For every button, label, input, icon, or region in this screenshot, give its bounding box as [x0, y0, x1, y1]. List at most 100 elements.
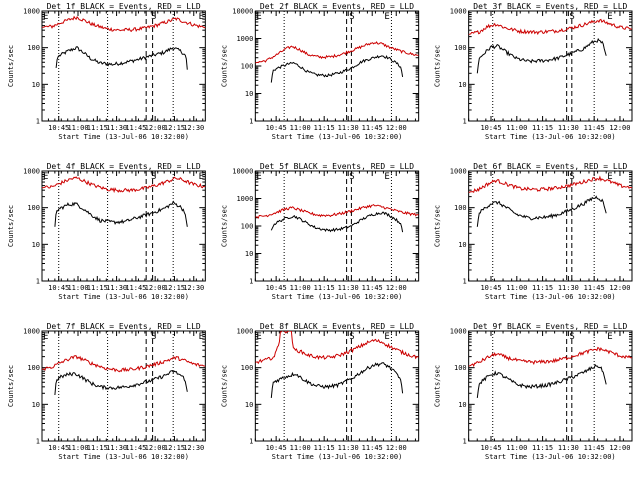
xtick-label: 11:30: [558, 284, 579, 292]
ytick-label: 1: [36, 278, 40, 286]
xtick-label: 10:45: [48, 444, 69, 452]
series-line-events: [476, 363, 607, 398]
ytick-label: 1: [462, 438, 466, 446]
event-marker: S: [569, 12, 574, 22]
plot-frame: [468, 10, 633, 122]
ytick-label: 10: [458, 241, 466, 249]
xtick-label: 11:45: [362, 124, 383, 132]
xtick-label: 11:00: [67, 444, 88, 452]
ytick-label: 1000: [450, 328, 467, 336]
event-marker: E: [256, 332, 261, 342]
event-marker: E: [607, 12, 612, 22]
event-marker: S: [151, 12, 156, 22]
series-line-lld: [255, 41, 419, 64]
ytick-label: 1: [462, 118, 466, 126]
xtick-label: 11:45: [584, 124, 605, 132]
series-line-events: [270, 362, 404, 398]
ytick-label: 100: [454, 364, 467, 372]
ytick-label: 1000: [450, 168, 467, 176]
event-marker: E: [607, 172, 612, 182]
event-marker: S: [349, 12, 354, 22]
series-line-lld: [468, 18, 632, 36]
panel-title: Det 1f BLACK = Events, RED = LLD: [47, 2, 201, 11]
panel-title: Det 4f BLACK = Events, RED = LLD: [47, 162, 201, 171]
event-marker: S: [151, 172, 156, 182]
ytick-label: 100: [27, 204, 40, 212]
xtick-label: 12:00: [386, 444, 407, 452]
event-marker: S: [349, 332, 354, 342]
y-axis-label: Counts/sec: [220, 45, 228, 87]
plot-frame: [254, 10, 420, 122]
y-axis-label: Counts/sec: [220, 365, 228, 407]
ytick-label: 1000: [236, 328, 253, 336]
xtick-label: 11:15: [87, 124, 108, 132]
chart-panel-8: Det 8f BLACK = Events, RED = LLD 1 10 100 10…: [220, 322, 420, 461]
y-axis-label: Counts/sec: [434, 45, 442, 87]
xtick-label: 11:45: [362, 444, 383, 452]
ytick-label: 1000: [450, 8, 467, 16]
xtick-label: 12:00: [145, 124, 166, 132]
x-axis-label: Start Time (13-Jul-06 10:32:00): [58, 453, 189, 461]
xtick-label: 11:30: [106, 284, 127, 292]
xtick-label: 11:45: [584, 284, 605, 292]
xtick-label: 11:00: [506, 444, 527, 452]
series-line-events: [270, 54, 404, 83]
xtick-label: 10:45: [48, 284, 69, 292]
xtick-label: 12:15: [164, 444, 185, 452]
xtick-label: 12:00: [386, 284, 407, 292]
xtick-label: 12:30: [183, 124, 204, 132]
plot-frame: [254, 330, 420, 442]
panel-title: Det 5f BLACK = Events, RED = LLD: [260, 162, 414, 171]
series-line-events: [270, 211, 404, 233]
xtick-label: 11:15: [314, 444, 335, 452]
ytick-label: 100: [241, 364, 254, 372]
xtick-label: 12:00: [609, 444, 630, 452]
xtick-label: 12:00: [386, 124, 407, 132]
series-line-events: [476, 37, 607, 74]
plot-frame: [468, 170, 633, 282]
chart-panel-5: Det 5f BLACK = Events, RED = LLD 1 10 100 10…: [220, 162, 420, 301]
event-marker: S: [569, 332, 574, 342]
plot-frame: [41, 170, 206, 282]
xtick-label: 11:00: [290, 444, 311, 452]
panel-title: Det 9f BLACK = Events, RED = LLD: [473, 322, 627, 331]
series-line-lld: [42, 15, 206, 33]
xtick-label: 11:30: [338, 124, 359, 132]
xtick-label: 11:30: [558, 444, 579, 452]
ytick-label: 100: [27, 364, 40, 372]
xtick-label: 12:30: [183, 284, 204, 292]
xtick-label: 11:30: [338, 284, 359, 292]
xtick-label: 12:15: [164, 284, 185, 292]
event-marker: E: [607, 332, 612, 342]
ytick-label: 100: [27, 44, 40, 52]
xtick-label: 11:00: [67, 284, 88, 292]
xtick-label: 10:45: [480, 444, 501, 452]
y-axis-label: Counts/sec: [7, 205, 15, 247]
series-line-lld: [42, 176, 206, 194]
ytick-label: 1: [249, 438, 253, 446]
xtick-label: 11:15: [87, 284, 108, 292]
y-axis-label: Counts/sec: [434, 365, 442, 407]
ytick-label: 10000: [232, 168, 253, 176]
ytick-label: 1000: [236, 195, 253, 203]
y-axis-label: Counts/sec: [434, 205, 442, 247]
ytick-label: 10: [32, 81, 40, 89]
xtick-label: 11:45: [584, 444, 605, 452]
ytick-label: 100: [454, 44, 467, 52]
chart-panel-1: Det 1f BLACK = Events, RED = LLD 1 10 100 10…: [7, 2, 206, 141]
xtick-label: 12:00: [145, 284, 166, 292]
event-marker: E: [43, 12, 48, 22]
event-marker: E: [384, 172, 389, 182]
series-line-events: [54, 370, 188, 396]
ytick-label: 10: [245, 250, 253, 258]
xtick-label: 11:30: [558, 124, 579, 132]
xtick-label: 11:15: [532, 124, 553, 132]
chart-panel-4: Det 4f BLACK = Events, RED = LLD 1 10 100 10…: [7, 162, 206, 301]
ytick-label: 100: [241, 63, 254, 71]
xtick-label: 10:45: [480, 124, 501, 132]
event-marker: E: [199, 172, 204, 182]
event-marker: E: [256, 172, 261, 182]
chart-panel-7: Det 7f BLACK = Events, RED = LLD 1 10 100 10…: [7, 322, 206, 461]
